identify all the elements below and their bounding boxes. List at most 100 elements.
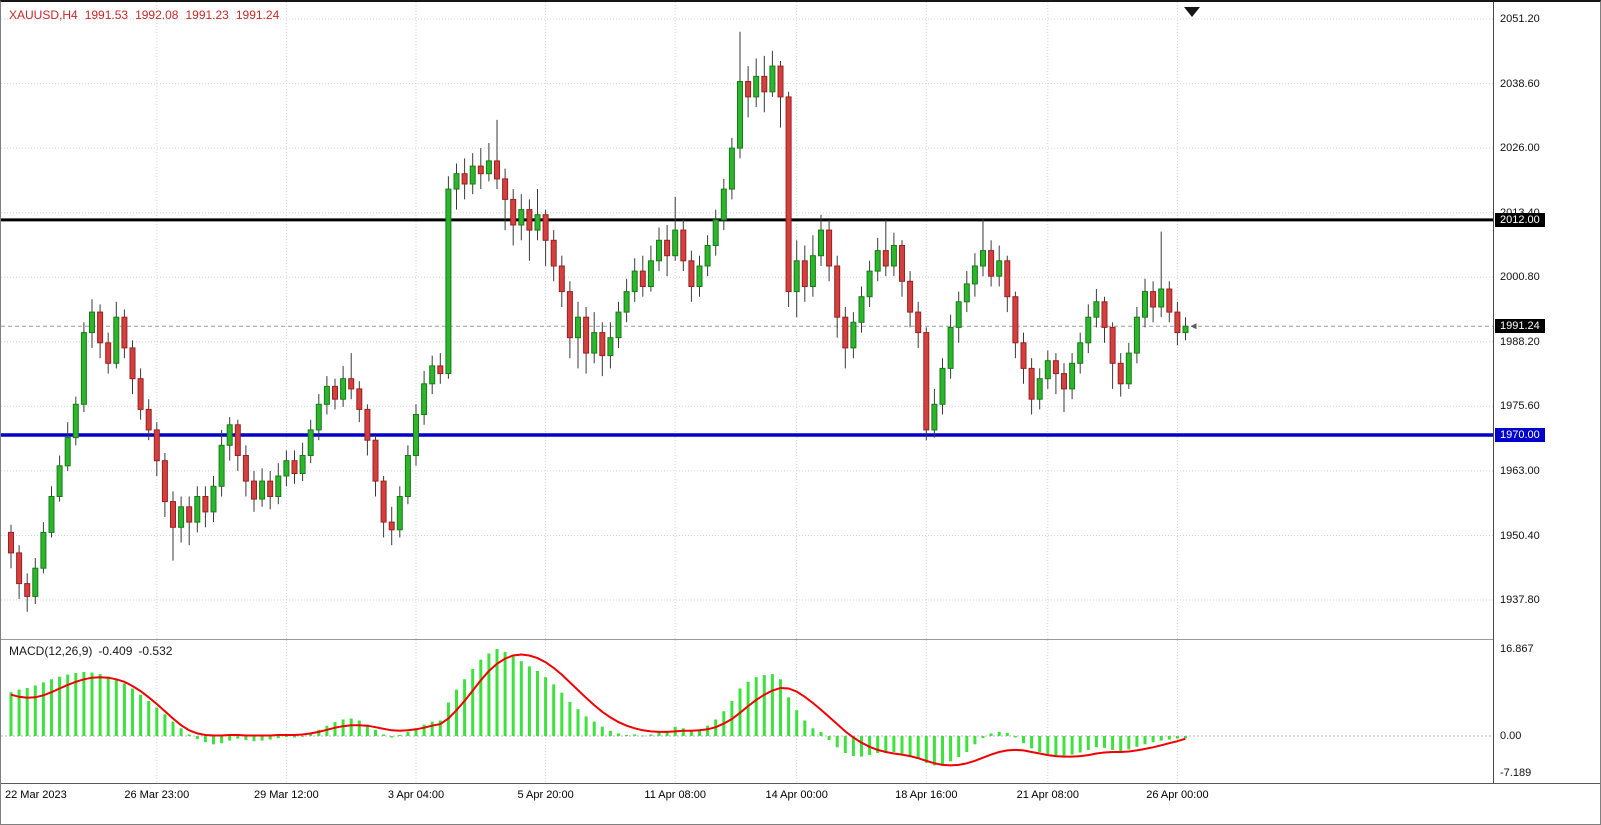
macd-bar xyxy=(98,674,102,736)
macd-bar xyxy=(665,730,669,736)
macd-bar xyxy=(1038,736,1042,752)
candle-down xyxy=(526,209,533,231)
candle-up xyxy=(720,188,727,221)
macd-bar xyxy=(1005,732,1009,736)
candle-down xyxy=(8,531,14,554)
macd-bar xyxy=(187,734,191,736)
price-axis-label: 2038.60 xyxy=(1500,77,1540,90)
candle-up xyxy=(890,245,897,267)
candle-up xyxy=(947,326,954,369)
time-axis-label: 26 Apr 00:00 xyxy=(1146,789,1209,801)
macd-bar xyxy=(1022,736,1025,744)
macd-value: -0.409 xyxy=(98,644,133,658)
candle-up xyxy=(89,311,95,334)
candle-up xyxy=(1142,291,1148,318)
macd-bar xyxy=(576,709,580,736)
candle-up xyxy=(283,460,290,477)
macd-bar xyxy=(50,679,53,736)
macd-bar xyxy=(503,651,507,736)
macd-bar xyxy=(868,736,872,756)
macd-bar xyxy=(58,676,62,736)
candle-up xyxy=(445,188,452,375)
macd-bar xyxy=(1103,736,1106,748)
macd-bar xyxy=(33,685,37,736)
candle-up xyxy=(996,260,1003,277)
candle-up xyxy=(453,173,460,190)
macd-bar xyxy=(382,734,386,736)
candle-up xyxy=(818,229,824,257)
candle-up xyxy=(218,444,225,487)
macd-bar xyxy=(406,731,410,736)
price-axis-label: 2051.20 xyxy=(1500,13,1540,25)
candle-down xyxy=(494,160,500,180)
macd-bar xyxy=(681,728,685,736)
candle-down xyxy=(332,385,338,400)
macd-bar xyxy=(698,729,701,736)
candle-down xyxy=(688,260,695,287)
macd-bar xyxy=(835,736,839,748)
macd-bar xyxy=(430,721,434,736)
candle-up xyxy=(421,383,428,415)
macd-bar xyxy=(17,689,21,736)
candles xyxy=(8,31,1189,612)
candle-down xyxy=(105,342,112,364)
macd-bar xyxy=(608,730,612,736)
candle-up xyxy=(534,214,541,231)
macd-bar xyxy=(957,736,961,758)
macd-bar xyxy=(649,734,653,736)
macd-bar xyxy=(422,724,426,736)
candle-up xyxy=(931,403,938,431)
candle-up xyxy=(113,316,120,364)
candle-down xyxy=(1061,373,1067,390)
candle-down xyxy=(1174,311,1181,334)
price-scale[interactable]: 2012.00 1991.24 1970.00 2051.20 2038.60 20… xyxy=(1493,2,1600,783)
macd-signal-line xyxy=(10,653,1186,767)
candle-up xyxy=(1077,342,1084,364)
macd-bar xyxy=(276,736,280,739)
candle-down xyxy=(24,583,31,597)
candle-up xyxy=(696,265,703,287)
candle-up xyxy=(1036,378,1043,400)
macd-bar xyxy=(260,736,264,741)
candle-down xyxy=(202,496,209,513)
candle-up xyxy=(72,403,79,439)
price-axis-label: 1937.80 xyxy=(1500,594,1540,606)
candle-down xyxy=(1150,291,1157,308)
candlestick-chart-canvas[interactable] xyxy=(1,2,1493,639)
price-axis-label: 1963.00 xyxy=(1500,464,1540,477)
candle-up xyxy=(656,239,662,262)
macd-axis-label: 0.00 xyxy=(1500,730,1522,742)
macd-bar xyxy=(568,702,572,736)
axis-separator xyxy=(1,783,1600,784)
candle-down xyxy=(583,316,590,354)
macd-bar xyxy=(212,736,215,745)
macd-bar xyxy=(374,729,377,736)
macd-bar xyxy=(41,682,45,736)
macd-header: MACD(12,26,9) -0.409 -0.532 xyxy=(9,644,178,658)
macd-bar xyxy=(9,692,13,736)
macd-axis-label: 16.867 xyxy=(1500,643,1534,655)
time-axis[interactable]: 22 Mar 2023 26 Mar 23:00 29 Mar 12:00 3 Apr… xyxy=(1,784,1600,824)
candle-up xyxy=(178,506,185,528)
candle-up xyxy=(469,165,476,185)
candle-down xyxy=(745,81,752,98)
candle-up xyxy=(1182,325,1189,334)
candle-down xyxy=(129,347,136,380)
panel-separator[interactable] xyxy=(1,639,1600,640)
candle-up xyxy=(980,250,986,267)
macd-bar xyxy=(560,692,564,736)
macd-bar xyxy=(779,679,782,736)
macd-bar xyxy=(787,697,791,736)
macd-bar xyxy=(114,679,118,736)
candle-up xyxy=(955,301,962,328)
candle-down xyxy=(1101,301,1108,328)
candle-down xyxy=(834,265,841,318)
candle-up xyxy=(575,316,581,339)
candle-down xyxy=(907,280,914,313)
macd-bar xyxy=(228,736,232,741)
macd-bar xyxy=(333,722,337,736)
macd-indicator-canvas[interactable] xyxy=(1,640,1493,783)
macd-bar xyxy=(1151,736,1155,743)
candle-down xyxy=(380,480,387,523)
